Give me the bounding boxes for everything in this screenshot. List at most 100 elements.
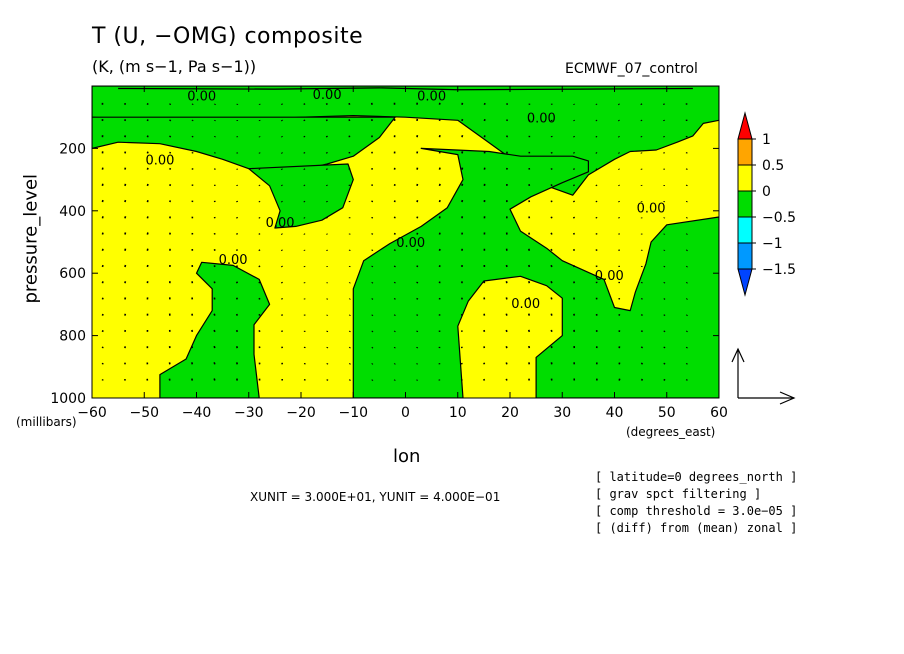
wind-vector — [416, 167, 419, 170]
wind-vector — [416, 297, 419, 300]
wind-vector — [371, 346, 374, 349]
wind-vector — [280, 249, 283, 252]
colorbar-segment — [737, 138, 753, 166]
wind-vector — [550, 297, 553, 300]
x-tick-label: −40 — [182, 405, 212, 421]
wind-vector — [191, 378, 194, 381]
wind-vector — [169, 135, 172, 138]
wind-vector — [528, 248, 531, 251]
wind-vector — [325, 135, 328, 138]
colorbar-segment — [737, 216, 753, 244]
wind-vector — [393, 298, 396, 300]
colorbar-label: −1 — [762, 236, 783, 252]
wind-vector — [438, 232, 441, 235]
wind-vector — [146, 232, 149, 235]
wind-vector — [528, 345, 531, 349]
wind-vector — [685, 249, 688, 252]
wind-vector — [258, 297, 261, 300]
wind-vector — [550, 248, 553, 251]
wind-vector — [146, 216, 149, 219]
colorbar-segment — [737, 190, 753, 218]
colorbar-label: 1 — [762, 132, 771, 148]
wind-vector — [371, 298, 374, 300]
wind-vector — [303, 168, 306, 171]
wind-vector — [146, 103, 149, 105]
wind-vector — [258, 216, 261, 219]
wind-vector — [303, 184, 306, 187]
wind-vector — [550, 313, 553, 316]
wind-vector — [258, 233, 261, 235]
wind-vector — [235, 297, 239, 300]
wind-vector — [235, 265, 238, 268]
wind-vector — [461, 151, 464, 154]
ref-vector-y-head — [731, 347, 745, 363]
wind-vector — [685, 298, 688, 300]
contour-label: 0.00 — [527, 111, 556, 126]
wind-vector — [505, 378, 508, 381]
annotation-line: [ comp threshold = 3.0e−05 ] — [595, 504, 798, 518]
y-tick-label: 1000 — [50, 391, 86, 407]
annotation-list: [ latitude=0 degrees_north ] [ grav spct… — [595, 469, 797, 537]
wind-vector — [325, 119, 328, 122]
wind-vector — [550, 264, 553, 268]
wind-vector — [124, 183, 127, 187]
wind-vector — [348, 362, 351, 365]
y-axis-unit: (millibars) — [16, 415, 77, 429]
wind-vector — [371, 314, 374, 317]
colorbar-label: −1.5 — [762, 262, 796, 278]
contour-label: 0.00 — [511, 297, 540, 312]
wind-vector — [550, 281, 553, 284]
wind-vector — [640, 362, 643, 365]
wind-vector — [461, 167, 464, 170]
negative-region — [248, 163, 354, 229]
wind-vector — [595, 216, 598, 219]
wind-vector — [280, 200, 283, 203]
reference-vector — [731, 347, 796, 405]
wind-vector — [191, 103, 194, 106]
wind-vector — [325, 102, 328, 106]
wind-vector — [393, 281, 396, 284]
wind-vector — [258, 330, 261, 333]
wind-vector — [416, 248, 419, 252]
wind-vector — [438, 216, 441, 219]
y-axis-label: pressure_level — [20, 173, 42, 304]
wind-vector — [213, 313, 216, 316]
colorbar: 1 0.5 0 −0.5 −1 −1.5 — [737, 111, 796, 297]
wind-vector — [572, 200, 575, 203]
wind-vector — [393, 330, 396, 333]
wind-vector — [303, 135, 306, 138]
wind-vector — [528, 280, 531, 284]
wind-vector — [146, 183, 149, 187]
wind-vector — [595, 200, 598, 203]
wind-vector — [303, 103, 306, 106]
wind-vector — [101, 313, 104, 316]
wind-vector — [416, 265, 419, 268]
wind-vector — [505, 362, 508, 365]
wind-vector — [235, 249, 238, 252]
wind-vector — [685, 265, 688, 268]
wind-vector — [663, 362, 666, 365]
wind-vector — [258, 313, 261, 316]
wind-vector — [572, 216, 576, 219]
colorbar-segment — [737, 111, 753, 140]
wind-vector — [505, 346, 508, 349]
wind-vector — [213, 345, 216, 349]
wind-vector — [169, 167, 172, 170]
contour-label: 0.00 — [219, 253, 248, 268]
wind-vector — [325, 168, 328, 170]
x-tick-label: 60 — [710, 405, 728, 421]
colorbar-segment — [737, 242, 753, 270]
wind-vector — [169, 151, 172, 154]
wind-vector — [573, 152, 575, 154]
x-tick-label: −50 — [129, 405, 159, 421]
wind-vector — [393, 265, 396, 268]
wind-vector — [191, 345, 194, 349]
wind-vector — [438, 167, 441, 170]
wind-vector — [124, 248, 127, 251]
wind-vector — [258, 184, 261, 187]
contour-label: 0.00 — [145, 153, 174, 168]
colorbar-label: −0.5 — [762, 210, 796, 226]
wind-vector — [235, 362, 239, 365]
wind-vector — [101, 248, 104, 251]
x-axis-unit: (degrees_east) — [626, 425, 716, 439]
